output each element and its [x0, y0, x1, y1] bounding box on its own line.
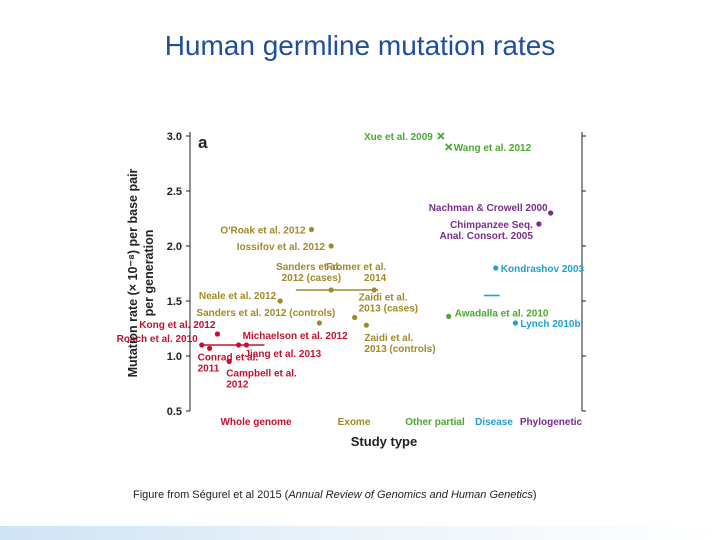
data-point: [207, 345, 213, 351]
chart-axes: [189, 132, 583, 411]
y-tick-label: 2.0: [167, 241, 182, 253]
point-label: Iossifov et al. 2012: [237, 242, 326, 253]
data-point-cross: [437, 132, 445, 140]
data-point: [536, 221, 542, 227]
y-axis-label-line1: Mutation rate (× 10⁻⁸) per base pair: [126, 168, 140, 377]
point-label: Neale et al. 2012: [199, 291, 277, 302]
point-labels: Kong et al. 2012 Roach et al. 2010 Conrad …: [117, 132, 585, 391]
point-label: Chimpanzee Seq. Anal. Consort. 2005: [440, 220, 534, 242]
point-label: Jiang et al. 2013: [244, 349, 321, 360]
mutation-rate-chart: 0.5 1.0 1.5 2.0 2.5 3.0 Kong et al. 2012 Roach…: [117, 131, 586, 449]
y-axis-label-line2: per generation: [142, 230, 156, 317]
range-lines: [199, 289, 500, 346]
y-tick-label: 3.0: [167, 131, 182, 143]
x-axis-label: Study type: [351, 434, 417, 449]
slide-footer-bar: [0, 526, 720, 540]
point-label: Sanders et al. 2012 (cases): [276, 262, 341, 284]
category-label: Phylogenetic: [520, 417, 583, 428]
y-ticks: 0.5 1.0 1.5 2.0 2.5 3.0: [167, 131, 586, 418]
point-label: Campbell et al. 2012: [226, 369, 297, 391]
point-label: Conrad et al. 2011: [198, 352, 259, 374]
data-point: [352, 314, 358, 321]
point-label: Sanders et al. 2012 (controls): [196, 308, 335, 319]
point-label: O'Roak et al. 2012: [220, 226, 306, 237]
data-point: [328, 287, 334, 293]
caption-prefix: Figure from Ségurel et al 2015 (: [133, 489, 289, 501]
slide-title: Human germline mutation rates: [164, 30, 556, 61]
data-point: [363, 322, 369, 328]
data-point: [328, 243, 334, 249]
data-point: [308, 226, 315, 233]
point-label: Wang et al. 2012: [454, 143, 532, 154]
data-point-cross: [445, 143, 453, 151]
y-tick-label: 0.5: [167, 406, 182, 418]
point-label: Xue et al. 2009: [364, 132, 433, 143]
point-label: Michaelson et al. 2012: [243, 331, 348, 342]
y-tick-label: 1.5: [167, 296, 182, 308]
data-point: [446, 313, 452, 319]
data-point: [236, 342, 242, 348]
data-point: [548, 210, 554, 216]
point-label: Roach et al. 2010: [117, 334, 199, 345]
data-point: [277, 298, 283, 304]
caption-journal: Annual Review of Genomics and Human Gene…: [288, 489, 533, 501]
point-label: Kondrashov 2003: [501, 264, 585, 275]
point-label: Zaidi et al. 2013 (controls): [364, 333, 435, 355]
point-label: Fromer et al. 2014: [326, 262, 386, 284]
figure-caption: Figure from Ségurel et al 2015 (Annual R…: [133, 489, 537, 501]
category-label: Other partial: [405, 417, 465, 428]
category-label: Whole genome: [220, 417, 292, 428]
data-point: [243, 342, 250, 348]
data-point: [371, 287, 377, 293]
point-label: Nachman & Crowell 2000: [429, 203, 548, 214]
point-label: Kong et al. 2012: [139, 320, 216, 331]
data-points: [199, 132, 554, 365]
data-point: [512, 320, 518, 326]
data-point: [226, 358, 232, 365]
data-point: [316, 320, 322, 326]
y-tick-label: 1.0: [167, 351, 182, 363]
panel-label: a: [198, 133, 208, 152]
category-label: Exome: [338, 417, 371, 428]
point-label: Awadalla et al. 2010: [455, 308, 549, 319]
data-point: [214, 331, 221, 337]
y-tick-label: 2.5: [167, 186, 182, 198]
category-labels: Whole genome Exome Other partial Disease Phy…: [220, 417, 582, 428]
category-label: Disease: [475, 417, 513, 428]
caption-suffix: ): [532, 489, 537, 501]
data-point: [493, 265, 499, 271]
point-label: Lynch 2010b: [520, 319, 580, 330]
point-label: Zaidi et al. 2013 (cases): [359, 293, 419, 315]
data-point: [199, 342, 205, 348]
